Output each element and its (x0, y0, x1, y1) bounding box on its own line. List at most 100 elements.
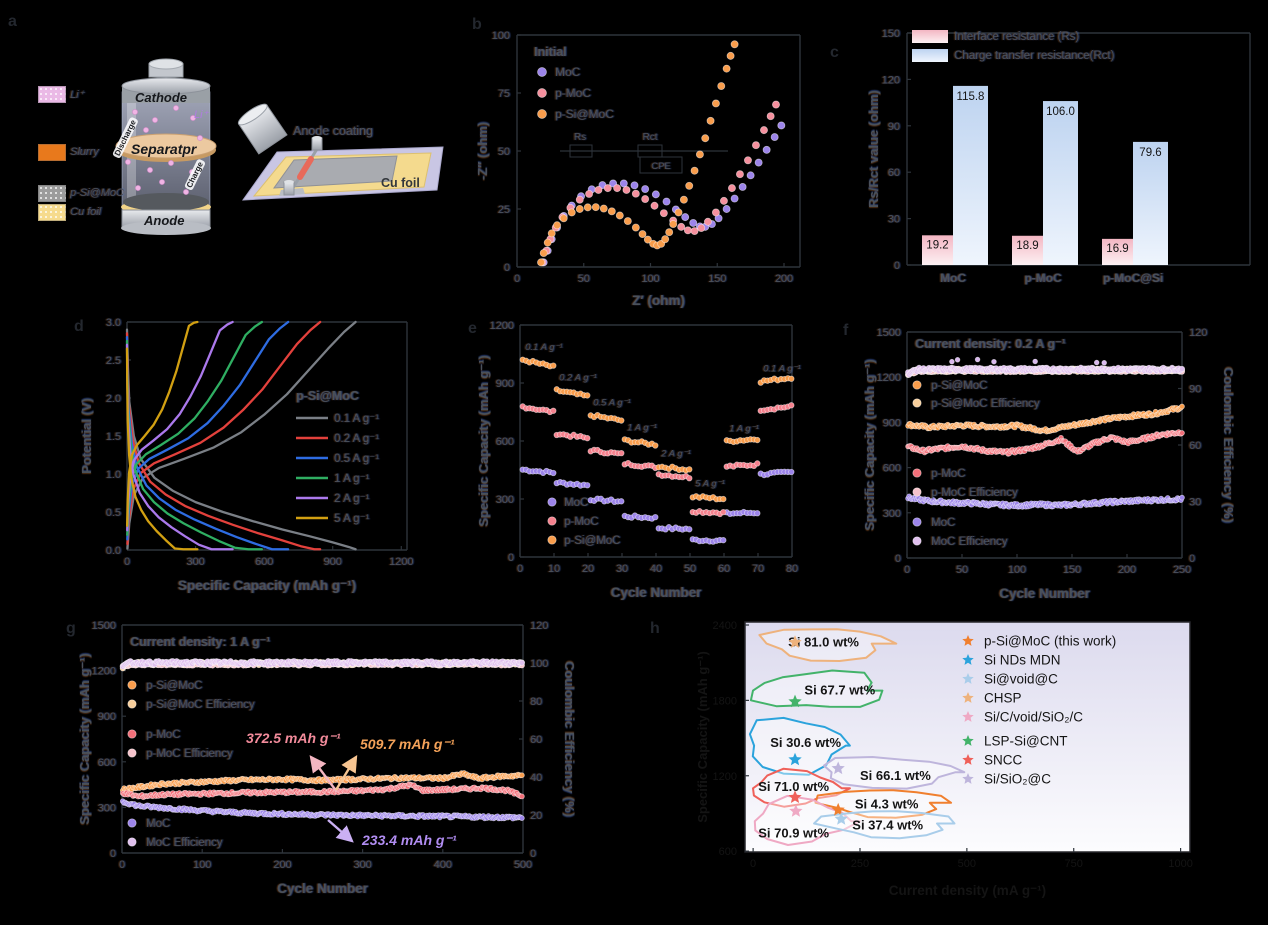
svg-text:0: 0 (904, 564, 910, 576)
svg-text:0: 0 (1189, 553, 1195, 565)
svg-text:18.9: 18.9 (1016, 240, 1038, 252)
svg-text:Cycle Number: Cycle Number (277, 881, 369, 896)
svg-text:1 A g⁻¹: 1 A g⁻¹ (627, 422, 657, 433)
svg-text:0: 0 (895, 553, 901, 565)
svg-text:MoC: MoC (555, 65, 581, 79)
bars-legend: Interface resistance (Rs) Charge transfer… (912, 30, 1115, 62)
svg-text:200: 200 (775, 273, 793, 285)
svg-text:Si 4.3 wt%: Si 4.3 wt% (855, 796, 919, 811)
svg-text:Z′ (ohm): Z′ (ohm) (632, 293, 685, 308)
svg-text:p-Si@MoC: p-Si@MoC (555, 107, 614, 121)
series-MoC Efficiency (905, 364, 1186, 378)
legend-swatch-cufoil (38, 204, 66, 221)
svg-text:300: 300 (496, 494, 514, 506)
svg-text:0: 0 (124, 556, 130, 568)
svg-text:1000: 1000 (1168, 858, 1192, 870)
svg-text:100: 100 (193, 859, 211, 871)
svg-text:50: 50 (684, 563, 696, 575)
svg-text:200: 200 (273, 859, 291, 871)
region-Si 81.0 wt% (758, 628, 898, 662)
svg-text:LSP-Si@CNT: LSP-Si@CNT (984, 734, 1067, 749)
panel-letter-g: g (66, 620, 76, 637)
svg-text:70: 70 (752, 563, 764, 575)
svg-text:60: 60 (718, 563, 730, 575)
legend-label-cufoil: Cu foil (70, 206, 102, 218)
svg-text:0: 0 (508, 552, 514, 564)
svg-text:900: 900 (98, 711, 116, 723)
svg-text:CPE: CPE (651, 161, 671, 172)
svg-text:Specific Capacity (mAh g⁻¹): Specific Capacity (mAh g⁻¹) (695, 651, 710, 823)
svg-text:1 A g⁻¹: 1 A g⁻¹ (334, 473, 370, 485)
svg-text:Interface resistance (Rs): Interface resistance (Rs) (954, 31, 1079, 43)
svg-text:Potential (V): Potential (V) (79, 398, 94, 474)
svg-text:Initial: Initial (534, 45, 567, 59)
svg-text:Specific Capacity (mAh g⁻¹): Specific Capacity (mAh g⁻¹) (77, 653, 92, 825)
battery-anode-label: Anode (144, 213, 185, 228)
svg-text:MoC: MoC (940, 271, 966, 285)
svg-text:50: 50 (578, 273, 590, 285)
svg-text:600: 600 (496, 436, 514, 448)
svg-text:Specific Capacity (mAh g⁻¹): Specific Capacity (mAh g⁻¹) (178, 578, 356, 593)
panel-letter-h: h (650, 620, 660, 637)
panel-f-cycling02-legend: p-Si@MoC p-Si@MoC Efficiency p-MoC p-MoC Ef… (912, 380, 1040, 548)
svg-text:Rs/Rct value (ohm): Rs/Rct value (ohm) (866, 90, 881, 208)
svg-text:115.8: 115.8 (957, 91, 985, 103)
svg-text:Cycle Number: Cycle Number (611, 585, 703, 600)
svg-text:Specific Capacity (mAh g⁻¹): Specific Capacity (mAh g⁻¹) (862, 359, 877, 531)
svg-text:0.5: 0.5 (106, 507, 121, 519)
svg-text:79.6: 79.6 (1139, 147, 1161, 159)
svg-text:120: 120 (1189, 327, 1207, 339)
legend-swatch-psimoc (38, 185, 66, 202)
svg-text:p-MoC: p-MoC (931, 468, 966, 480)
svg-text:900: 900 (324, 556, 342, 568)
svg-text:p-Si@MoC Efficiency: p-Si@MoC Efficiency (146, 699, 255, 711)
region-Si 66.1 wt% (822, 756, 966, 790)
coating-cufoil-label: Cu foil (381, 176, 420, 190)
svg-text:MoC Efficiency: MoC Efficiency (931, 536, 1008, 548)
svg-text:Si 67.7 wt%: Si 67.7 wt% (804, 682, 875, 697)
series-MoC Efficiency (119, 658, 525, 670)
panel-e-rate: 0 10 20 30 40 50 60 70 80 0 300 600 900 1200 Cycle Num… (476, 320, 801, 600)
panel-g-cycling1-legend: p-Si@MoC p-Si@MoC Efficiency p-MoC p-MoC Ef… (127, 680, 255, 849)
svg-text:600: 600 (98, 757, 116, 769)
svg-text:1 A g⁻¹: 1 A g⁻¹ (729, 423, 759, 434)
svg-text:p-MoC: p-MoC (555, 86, 591, 100)
svg-text:Coulombic Efficiency (%): Coulombic Efficiency (%) (1221, 367, 1236, 523)
svg-text:250: 250 (851, 858, 869, 870)
svg-text:p-Si@MoC (this work): p-Si@MoC (this work) (984, 634, 1116, 649)
svg-text:0.5 A g⁻¹: 0.5 A g⁻¹ (593, 397, 631, 408)
svg-text:0: 0 (517, 563, 523, 575)
annotation-psimoc-capacity: 509.7 mAh g⁻¹ (360, 736, 455, 752)
panel-letter-b: b (472, 16, 482, 33)
svg-text:MoC: MoC (564, 497, 588, 509)
svg-text:30: 30 (1189, 497, 1201, 509)
rate-legend: MoC p-MoC p-Si@MoC (547, 497, 620, 547)
region-Si 67.7 wt% (749, 669, 884, 708)
series-p-Si@MoC (119, 770, 525, 794)
panel-g-cycling1: 0 100 200 300 400 500030060090012001500020406… (77, 620, 577, 896)
svg-text:20: 20 (530, 810, 542, 822)
svg-text:-Z″ (ohm): -Z″ (ohm) (475, 122, 490, 180)
svg-text:Cycle Number: Cycle Number (999, 586, 1091, 601)
panel-d-gcd: 0 300 600 900 1200 0.0 0.5 1.0 1.5 2.0 2.5 3.0 Speci… (79, 317, 414, 593)
svg-text:300: 300 (98, 802, 116, 814)
svg-text:600: 600 (719, 846, 737, 858)
svg-text:0.2 A g⁻¹: 0.2 A g⁻¹ (559, 372, 597, 383)
nyquist-legend: Initial MoC p-MoC p-Si@MoC (534, 45, 614, 121)
svg-text:60: 60 (530, 734, 542, 746)
svg-text:MoC Efficiency: MoC Efficiency (146, 837, 223, 849)
series-MoC (905, 493, 1185, 510)
svg-text:750: 750 (1065, 858, 1083, 870)
svg-text:1500: 1500 (877, 327, 901, 339)
svg-text:Si 70.9 wt%: Si 70.9 wt% (758, 825, 829, 840)
annotation-moc-capacity: 233.4 mAh g⁻¹ (362, 832, 457, 848)
svg-text:Specific Capacity (mAh g⁻¹): Specific Capacity (mAh g⁻¹) (476, 355, 491, 527)
series-p-Si@MoC (905, 403, 1185, 435)
svg-text:100: 100 (530, 658, 548, 670)
panel-a-coating (237, 103, 444, 201)
svg-text:75: 75 (498, 88, 510, 100)
svg-text:1800: 1800 (713, 695, 737, 707)
svg-text:0: 0 (530, 848, 536, 860)
svg-text:1.0: 1.0 (106, 469, 121, 481)
svg-text:40: 40 (650, 563, 662, 575)
